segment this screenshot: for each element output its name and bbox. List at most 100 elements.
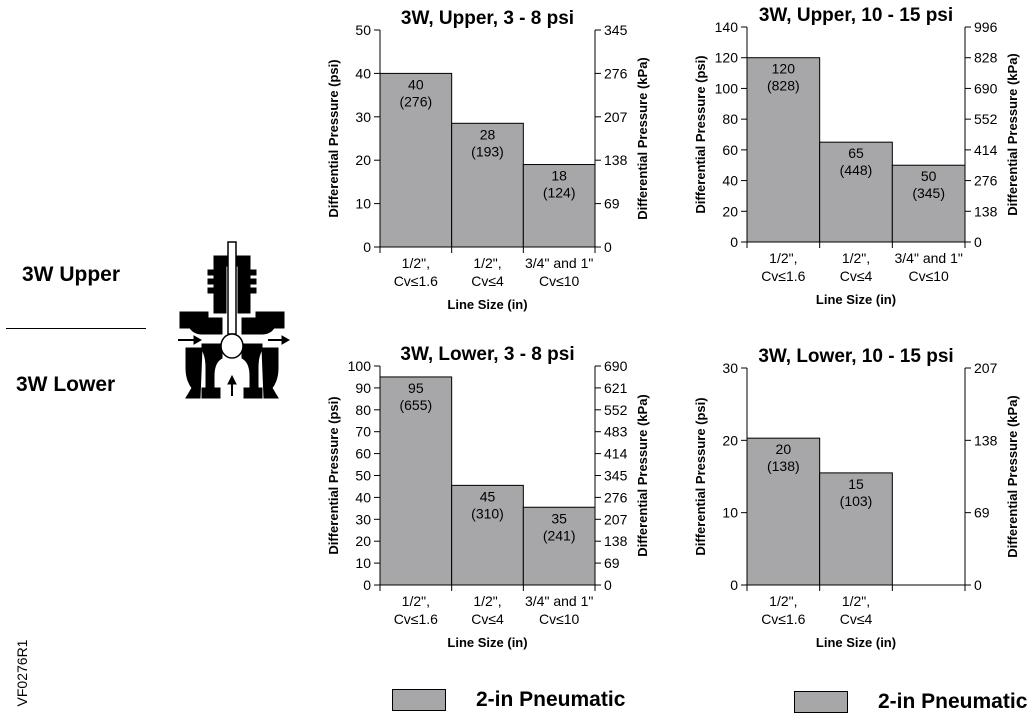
y-tick-label-right: 414 bbox=[974, 142, 998, 158]
data-label-kpa: (828) bbox=[767, 78, 800, 94]
y-tick-label-left: 40 bbox=[355, 489, 371, 505]
y-tick-label-left: 30 bbox=[355, 109, 371, 125]
x-tick-label: Cv≤1.6 bbox=[394, 273, 438, 289]
legend-item-right: 2-in Pneumatic bbox=[794, 690, 1027, 714]
chart-title: 3W, Lower, 10 - 15 psi bbox=[758, 346, 953, 367]
y-tick-label-left: 0 bbox=[730, 577, 738, 593]
legend-item-left: 2-in Pneumatic bbox=[392, 688, 625, 712]
x-tick-label: Cv≤4 bbox=[840, 611, 873, 627]
x-axis-label: Line Size (in) bbox=[447, 635, 527, 650]
x-axis-label: Line Size (in) bbox=[816, 635, 896, 650]
x-tick-label: 1/2", bbox=[842, 250, 870, 266]
chart-title: 3W, Upper, 10 - 15 psi bbox=[759, 5, 953, 26]
y-tick-label-left: 10 bbox=[722, 505, 738, 521]
x-tick-label: 1/2", bbox=[402, 255, 430, 271]
x-axis-label: Line Size (in) bbox=[816, 292, 896, 307]
y-tick-label-right: 552 bbox=[974, 111, 998, 127]
section-divider bbox=[6, 328, 146, 329]
figure-code: VF0276R1 bbox=[14, 633, 30, 713]
data-label-value: 28 bbox=[480, 126, 496, 142]
y-tick-label-right: 207 bbox=[974, 360, 998, 376]
y-tick-label-left: 30 bbox=[722, 360, 738, 376]
legend-swatch bbox=[392, 689, 446, 711]
x-tick-label: 3/4" and 1" bbox=[895, 250, 963, 266]
y-tick-label-right: 345 bbox=[604, 468, 628, 484]
y-tick-label-right: 276 bbox=[974, 173, 998, 189]
y-axis-label-left: Differential Pressure (psi) bbox=[693, 55, 708, 213]
y-tick-label-right: 207 bbox=[604, 109, 628, 125]
x-tick-label: Cv≤4 bbox=[471, 611, 504, 627]
data-label-value: 18 bbox=[551, 168, 567, 184]
valve-cross-section-diagram bbox=[172, 238, 292, 408]
y-tick-label-left: 140 bbox=[715, 19, 739, 35]
y-axis-label-right: Differential Pressure (kPa) bbox=[1005, 395, 1020, 558]
data-label-kpa: (124) bbox=[543, 185, 576, 201]
y-tick-label-right: 138 bbox=[974, 203, 998, 219]
y-tick-label-left: 20 bbox=[722, 203, 738, 219]
y-tick-label-right: 69 bbox=[974, 505, 990, 521]
y-tick-label-right: 345 bbox=[604, 22, 628, 38]
y-tick-label-left: 80 bbox=[722, 111, 738, 127]
x-tick-label: 1/2", bbox=[473, 255, 501, 271]
y-tick-label-left: 90 bbox=[355, 380, 371, 396]
x-tick-label: 1/2", bbox=[473, 593, 501, 609]
y-tick-label-right: 0 bbox=[974, 234, 982, 250]
section-label-lower: 3W Lower bbox=[16, 373, 115, 397]
y-tick-label-right: 552 bbox=[604, 402, 628, 418]
y-tick-label-left: 60 bbox=[722, 142, 738, 158]
y-tick-label-right: 690 bbox=[974, 80, 998, 96]
y-axis-label-left: Differential Pressure (psi) bbox=[693, 397, 708, 555]
data-label-kpa: (193) bbox=[471, 143, 504, 159]
y-tick-label-left: 30 bbox=[355, 511, 371, 527]
data-label-kpa: (276) bbox=[399, 93, 432, 109]
x-tick-label: Cv≤1.6 bbox=[761, 611, 805, 627]
y-axis-label-left: Differential Pressure (psi) bbox=[326, 396, 341, 554]
y-tick-label-right: 828 bbox=[974, 50, 998, 66]
data-label-value: 15 bbox=[848, 476, 864, 492]
data-label-value: 20 bbox=[776, 441, 792, 457]
x-tick-label: Cv≤4 bbox=[471, 273, 504, 289]
data-label-value: 50 bbox=[921, 168, 937, 184]
y-tick-label-left: 20 bbox=[355, 152, 371, 168]
chart-upper-3-8-psi: 3W, Upper, 3 - 8 psi40(276)28(193)18(124… bbox=[320, 0, 620, 320]
y-tick-label-right: 996 bbox=[974, 19, 998, 35]
data-label-kpa: (655) bbox=[399, 397, 432, 413]
y-tick-label-right: 621 bbox=[604, 380, 628, 396]
y-tick-label-right: 276 bbox=[604, 489, 628, 505]
y-tick-label-left: 70 bbox=[355, 424, 371, 440]
x-tick-label: Cv≤10 bbox=[539, 611, 580, 627]
data-label-kpa: (448) bbox=[840, 162, 873, 178]
y-tick-label-left: 50 bbox=[355, 22, 371, 38]
x-tick-label: Cv≤10 bbox=[539, 273, 580, 289]
x-tick-label: Cv≤10 bbox=[908, 268, 949, 284]
data-label-value: 95 bbox=[408, 380, 424, 396]
x-tick-label: Cv≤1.6 bbox=[761, 268, 805, 284]
data-label-value: 120 bbox=[772, 61, 796, 77]
y-tick-label-right: 138 bbox=[974, 432, 998, 448]
y-tick-label-right: 69 bbox=[604, 555, 620, 571]
y-tick-label-left: 40 bbox=[722, 173, 738, 189]
y-axis-label-right: Differential Pressure (kPa) bbox=[635, 394, 650, 557]
y-tick-label-right: 690 bbox=[604, 358, 628, 374]
y-tick-label-left: 80 bbox=[355, 402, 371, 418]
data-label-kpa: (345) bbox=[912, 185, 945, 201]
y-tick-label-right: 483 bbox=[604, 424, 628, 440]
x-tick-label: 1/2", bbox=[769, 250, 797, 266]
y-tick-label-right: 414 bbox=[604, 446, 628, 462]
data-label-value: 45 bbox=[480, 488, 496, 504]
y-tick-label-right: 0 bbox=[974, 577, 982, 593]
y-tick-label-left: 0 bbox=[363, 239, 371, 255]
x-tick-label: 1/2", bbox=[842, 593, 870, 609]
legend-swatch bbox=[794, 691, 848, 713]
x-tick-label: 3/4" and 1" bbox=[525, 255, 593, 271]
chart-upper-10-15-psi: 3W, Upper, 10 - 15 psi120(828)65(448) 50(… bbox=[680, 0, 980, 320]
y-axis-label-right: Differential Pressure (kPa) bbox=[1005, 53, 1020, 216]
y-tick-label-left: 20 bbox=[722, 432, 738, 448]
x-tick-label: Cv≤1.6 bbox=[394, 611, 438, 627]
y-tick-label-left: 40 bbox=[355, 65, 371, 81]
y-tick-label-left: 10 bbox=[355, 555, 371, 571]
y-tick-label-left: 10 bbox=[355, 196, 371, 212]
x-tick-label: Cv≤4 bbox=[840, 268, 873, 284]
y-tick-label-left: 50 bbox=[355, 468, 371, 484]
data-label-value: 35 bbox=[551, 510, 567, 526]
